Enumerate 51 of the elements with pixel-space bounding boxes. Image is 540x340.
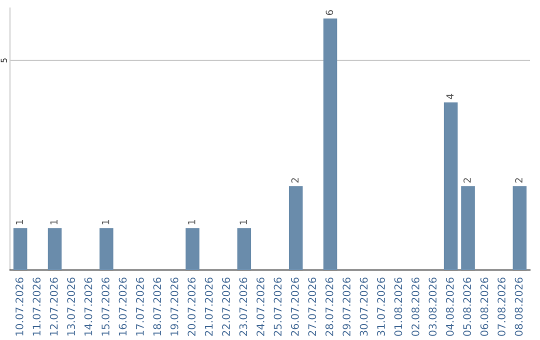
x-tick-label: 25.07.2026 — [274, 278, 282, 336]
y-tick-label: 5 — [0, 58, 7, 62]
bar — [13, 228, 28, 270]
x-tick-label: 29.07.2026 — [342, 278, 351, 336]
data-label: 1 — [240, 220, 247, 224]
data-label: 1 — [188, 220, 196, 224]
x-tick-label: 10.07.2026 — [15, 278, 24, 336]
x-tick-label: 11.07.2026 — [32, 278, 41, 336]
bar — [186, 228, 200, 270]
x-tick-label: 08.08.2026 — [514, 278, 523, 336]
x-tick-label: 18.07.2026 — [153, 278, 162, 336]
x-tick-label: 01.08.2026 — [394, 278, 402, 336]
x-tick-label: 27.07.2026 — [308, 278, 316, 336]
x-tick-label: 13.07.2026 — [67, 278, 76, 336]
x-tick-label: 06.08.2026 — [480, 278, 488, 336]
x-tick-label: 03.08.2026 — [428, 278, 437, 336]
x-tick-label: 07.08.2026 — [498, 278, 506, 336]
data-label: 2 — [463, 178, 471, 183]
data-label: 4 — [446, 94, 454, 100]
data-label: 1 — [102, 220, 110, 224]
x-tick-label: 17.07.2026 — [136, 278, 144, 336]
x-tick-label: 16.07.2026 — [118, 278, 127, 336]
bar — [323, 18, 338, 270]
x-tick-label: 30.07.2026 — [360, 278, 368, 336]
x-tick-label: 24.07.2026 — [256, 278, 264, 336]
x-tick-label: 23.07.2026 — [239, 278, 248, 336]
x-tick-label: 21.07.2026 — [204, 278, 213, 336]
bar — [461, 186, 475, 270]
data-label: 2 — [515, 178, 522, 183]
x-tick-label: 14.07.2026 — [84, 278, 92, 336]
bar — [512, 186, 527, 270]
bar — [237, 228, 252, 270]
data-label: 1 — [50, 220, 58, 224]
x-tick-label: 19.07.2026 — [170, 278, 178, 336]
data-label: 6 — [326, 10, 334, 16]
data-label: 1 — [16, 220, 24, 224]
data-label: 2 — [291, 178, 299, 183]
x-tick-label: 04.08.2026 — [446, 278, 454, 336]
bar — [48, 228, 62, 270]
x-tick-label: 12.07.2026 — [50, 278, 58, 336]
x-tick-label: 05.08.2026 — [463, 278, 472, 336]
x-tick-label: 31.07.2026 — [377, 278, 385, 336]
x-tick-label: 22.07.2026 — [222, 278, 230, 336]
x-tick-label: 15.07.2026 — [102, 278, 110, 336]
x-tick-label: 28.07.2026 — [325, 278, 334, 336]
x-tick-label: 20.07.2026 — [188, 278, 196, 336]
x-tick-label: 26.07.2026 — [290, 278, 299, 336]
bar — [100, 228, 114, 270]
bar — [288, 186, 303, 270]
x-tick-label: 02.08.2026 — [412, 278, 420, 336]
bar — [444, 102, 458, 270]
